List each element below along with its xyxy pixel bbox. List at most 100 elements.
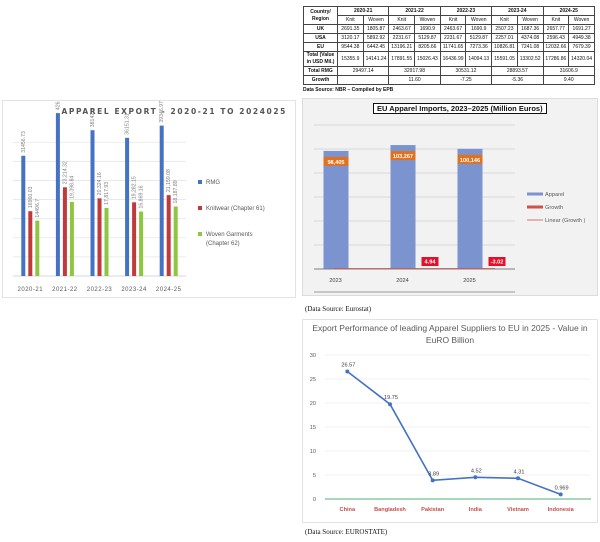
year-header: 2021-22 bbox=[388, 6, 441, 16]
table-cell: 16436.99 bbox=[439, 51, 467, 67]
sub-header: Woven bbox=[362, 15, 390, 25]
table-cell: 31606.9 bbox=[542, 66, 595, 76]
bar-rmg bbox=[90, 130, 95, 276]
eu-imports-plot: 98,405 2023 103,267 4.94 2024 100,146 -3.02 202… bbox=[314, 124, 586, 293]
data-point bbox=[558, 492, 563, 497]
row-label: Total RMG bbox=[303, 66, 338, 76]
table-subheader-row: Knit Woven Knit Woven Knit Woven Knit Woven Knit… bbox=[304, 15, 595, 25]
table-cell: 17286.86 bbox=[542, 51, 570, 67]
x-tick-label: 2023-24 bbox=[121, 287, 147, 293]
region-header: Country/ Region bbox=[303, 6, 338, 25]
table-cell: 15591.05 bbox=[491, 51, 518, 67]
data-label: 38142.1 bbox=[90, 108, 96, 127]
year-header: 2020-21 bbox=[336, 6, 390, 16]
table-cell: 2507.23 bbox=[491, 24, 518, 34]
table-cell: 17891.55 bbox=[388, 51, 416, 67]
x-tick-label: 2022-23 bbox=[87, 287, 113, 293]
data-label: 16960.03 bbox=[28, 186, 34, 208]
legend-label: Growth bbox=[545, 205, 563, 211]
table-cell: 5129.87 bbox=[414, 33, 441, 43]
table-cell: 7241.08 bbox=[516, 42, 544, 52]
sub-header: Knit bbox=[337, 15, 364, 25]
data-label-box bbox=[457, 154, 483, 164]
apparel-export-chart: APPAREL EXPORT - 2020-21 TO 2024025 3145… bbox=[2, 88, 296, 298]
bar-knitwear bbox=[132, 202, 137, 276]
data-label: 23,214.32 bbox=[62, 161, 68, 184]
data-label: 20,324.16 bbox=[97, 172, 103, 195]
table-cell: 5892.92 bbox=[362, 33, 390, 43]
data-label: 14496.7 bbox=[35, 199, 41, 218]
table-row: Total (Value in USD Mil.) 15355.9 14141.24… bbox=[303, 51, 595, 67]
legend-swatch bbox=[527, 192, 543, 196]
data-label: 98,405 bbox=[327, 160, 344, 166]
table-cell: 29497.14 bbox=[336, 66, 390, 76]
growth-row: Growth 11.60 -7.25 -5.36 9.40 bbox=[303, 75, 595, 85]
table-row: EU 9544.38 6442.45 13196.21 8205.66 11741.65 7… bbox=[303, 42, 595, 52]
data-label: 31456.73 bbox=[21, 131, 27, 153]
table-cell: 1690.9 bbox=[414, 24, 441, 34]
data-label-box bbox=[323, 156, 349, 166]
legend-swatch bbox=[527, 205, 543, 209]
data-label: 100,146 bbox=[460, 158, 480, 164]
data-label: 17,817.93 bbox=[104, 182, 110, 205]
y-tick-label: 30 bbox=[310, 353, 316, 359]
data-label: 3.89 bbox=[428, 471, 439, 477]
sub-header: Knit bbox=[491, 15, 518, 25]
growth-label: -3.02 bbox=[491, 260, 504, 266]
eu-chart-source-note: (Data Source: Eurostat) bbox=[305, 305, 372, 313]
chart-title: APPAREL EXPORT - 2020-21 TO 2024025 bbox=[61, 107, 287, 116]
data-label: 19,282.15 bbox=[132, 176, 138, 199]
table-cell: 8205.66 bbox=[414, 42, 441, 52]
legend-label: Linear (Growth ) bbox=[545, 218, 586, 224]
data-label: 21,159.08 bbox=[166, 169, 172, 192]
x-tick-label: China bbox=[340, 507, 356, 513]
data-label: 36151.31 bbox=[125, 113, 131, 135]
table-cell: 14320.04 bbox=[568, 51, 595, 67]
year-header: 2023-24 bbox=[491, 6, 544, 16]
table-cell: 15355.9 bbox=[337, 51, 364, 67]
sub-header: Knit bbox=[439, 15, 467, 25]
data-label: 19.75 bbox=[384, 395, 398, 401]
y-tick-label: 20 bbox=[310, 401, 316, 407]
table-source-note: Data Source: NBR – Compiled by EPB bbox=[303, 87, 394, 93]
sub-header: Woven bbox=[568, 15, 595, 25]
table-cell: 13196.21 bbox=[388, 42, 416, 52]
table-cell: 2691.35 bbox=[337, 24, 364, 34]
table-cell: 6442.45 bbox=[362, 42, 390, 52]
sub-header: Knit bbox=[542, 15, 570, 25]
table-cell: 28893.57 bbox=[491, 66, 544, 76]
table-cell: 7273.36 bbox=[465, 42, 493, 52]
bar-apparel bbox=[390, 145, 416, 269]
x-tick-label: India bbox=[469, 507, 483, 513]
data-point bbox=[473, 475, 478, 480]
data-label: 26.57 bbox=[341, 362, 355, 368]
table-row: UK 2691.35 1805.87 2463.67 1690.9 2463.67 1690… bbox=[303, 24, 595, 34]
bar-woven bbox=[139, 211, 144, 276]
table-cell: 14094.13 bbox=[465, 51, 493, 67]
table-cell: 1691.27 bbox=[568, 24, 595, 34]
data-point bbox=[388, 402, 392, 407]
row-label: Total (Value in USD Mil.) bbox=[303, 51, 338, 67]
table-cell: 5129.87 bbox=[465, 33, 493, 43]
legend-label: (Chapter 62) bbox=[206, 241, 240, 247]
table-cell: -5.36 bbox=[491, 75, 544, 85]
sub-header: Woven bbox=[516, 15, 544, 25]
data-label: 18,187.89 bbox=[173, 180, 179, 203]
sub-header: Woven bbox=[465, 15, 493, 25]
table-cell: 2231.67 bbox=[388, 33, 416, 43]
data-label: 16,869.16 bbox=[139, 185, 145, 208]
row-label: UK bbox=[303, 24, 338, 34]
bar-woven bbox=[104, 207, 109, 276]
legend-swatch bbox=[198, 206, 202, 210]
chart-title: Export Performance of leading Apparel Su… bbox=[312, 323, 588, 345]
data-label: 103,267 bbox=[393, 154, 413, 160]
bar-rmg bbox=[125, 137, 130, 276]
line-chart-source-note: (Data Source: EUROSTATE) bbox=[305, 528, 388, 536]
growth-label: 4.94 bbox=[425, 260, 437, 266]
x-tick-label: 2024-25 bbox=[156, 287, 182, 293]
bar-knitwear bbox=[166, 195, 171, 276]
table-cell: 2257.01 bbox=[491, 33, 518, 43]
table-cell: 15026.43 bbox=[414, 51, 441, 67]
x-tick-label: Indonesia bbox=[548, 507, 575, 513]
data-label: 39346.97 bbox=[159, 101, 165, 123]
